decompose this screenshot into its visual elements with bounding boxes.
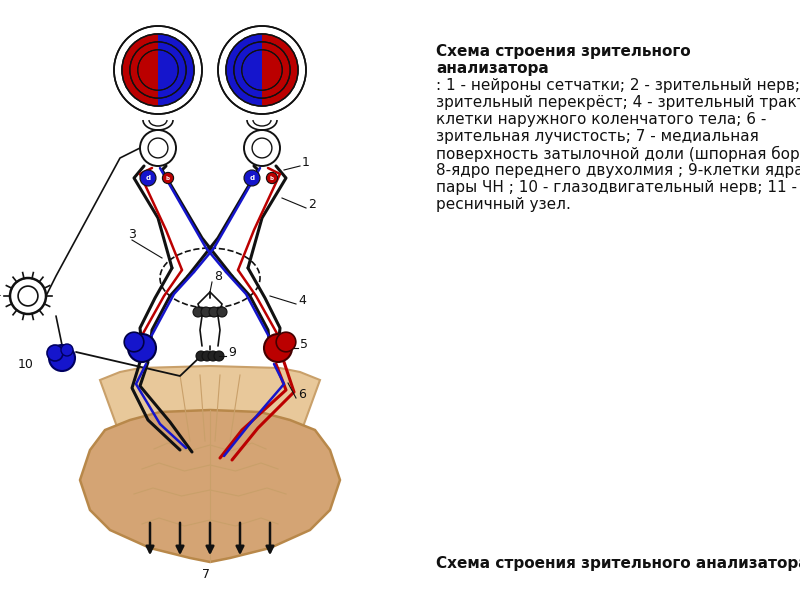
Text: 4: 4	[298, 294, 306, 307]
Polygon shape	[80, 410, 340, 562]
Text: 8-ядро переднего двухолмия ; 9-клетки ядра III: 8-ядро переднего двухолмия ; 9-клетки яд…	[436, 163, 800, 178]
Text: ресничный узел.: ресничный узел.	[436, 197, 571, 212]
Text: поверхность затылочной доли (шпорная борозда);: поверхность затылочной доли (шпорная бор…	[436, 146, 800, 163]
Text: зрительный перекрёст; 4 - зрительный тракт; 5 -: зрительный перекрёст; 4 - зрительный тра…	[436, 95, 800, 110]
Polygon shape	[100, 366, 320, 447]
Text: клетки наружного коленчатого тела; 6 -: клетки наружного коленчатого тела; 6 -	[436, 112, 766, 127]
Text: 5: 5	[300, 338, 308, 351]
Circle shape	[47, 345, 63, 361]
Circle shape	[244, 170, 260, 186]
Circle shape	[264, 334, 292, 362]
Circle shape	[196, 351, 206, 361]
Text: 8: 8	[214, 270, 222, 283]
Text: 7: 7	[202, 568, 210, 581]
Text: 6: 6	[298, 388, 306, 401]
Text: Схема строения зрительного анализатора: Схема строения зрительного анализатора	[436, 556, 800, 571]
Text: d: d	[146, 175, 150, 181]
Text: b: b	[166, 175, 170, 181]
Circle shape	[128, 334, 156, 362]
Wedge shape	[158, 34, 194, 106]
Circle shape	[124, 332, 144, 352]
Circle shape	[201, 307, 211, 317]
Text: b: b	[270, 175, 274, 181]
Text: d: d	[250, 175, 254, 181]
Text: 3: 3	[128, 228, 136, 241]
Wedge shape	[226, 34, 262, 106]
Text: : 1 - нейроны сетчатки; 2 - зрительный нерв; 3 -: : 1 - нейроны сетчатки; 2 - зрительный н…	[436, 78, 800, 93]
Circle shape	[162, 172, 174, 184]
Wedge shape	[122, 34, 158, 106]
Text: 2: 2	[308, 198, 316, 211]
Text: анализатора: анализатора	[436, 61, 549, 76]
Text: 9: 9	[228, 346, 236, 359]
Circle shape	[193, 307, 203, 317]
Circle shape	[276, 332, 296, 352]
Circle shape	[61, 344, 73, 356]
Text: зрительная лучистость; 7 - медиальная: зрительная лучистость; 7 - медиальная	[436, 129, 758, 144]
Text: 10: 10	[18, 358, 34, 371]
Circle shape	[214, 351, 224, 361]
Text: 1: 1	[302, 156, 310, 169]
Circle shape	[49, 345, 75, 371]
Text: 11: 11	[0, 286, 2, 299]
Circle shape	[209, 307, 219, 317]
Circle shape	[140, 170, 156, 186]
Circle shape	[208, 351, 218, 361]
Circle shape	[202, 351, 212, 361]
Circle shape	[217, 307, 227, 317]
Wedge shape	[262, 34, 298, 106]
Circle shape	[266, 172, 278, 184]
Text: Схема строения зрительного: Схема строения зрительного	[436, 44, 690, 59]
Text: пары ЧН ; 10 - глазодвигательный нерв; 11 -: пары ЧН ; 10 - глазодвигательный нерв; 1…	[436, 181, 797, 196]
